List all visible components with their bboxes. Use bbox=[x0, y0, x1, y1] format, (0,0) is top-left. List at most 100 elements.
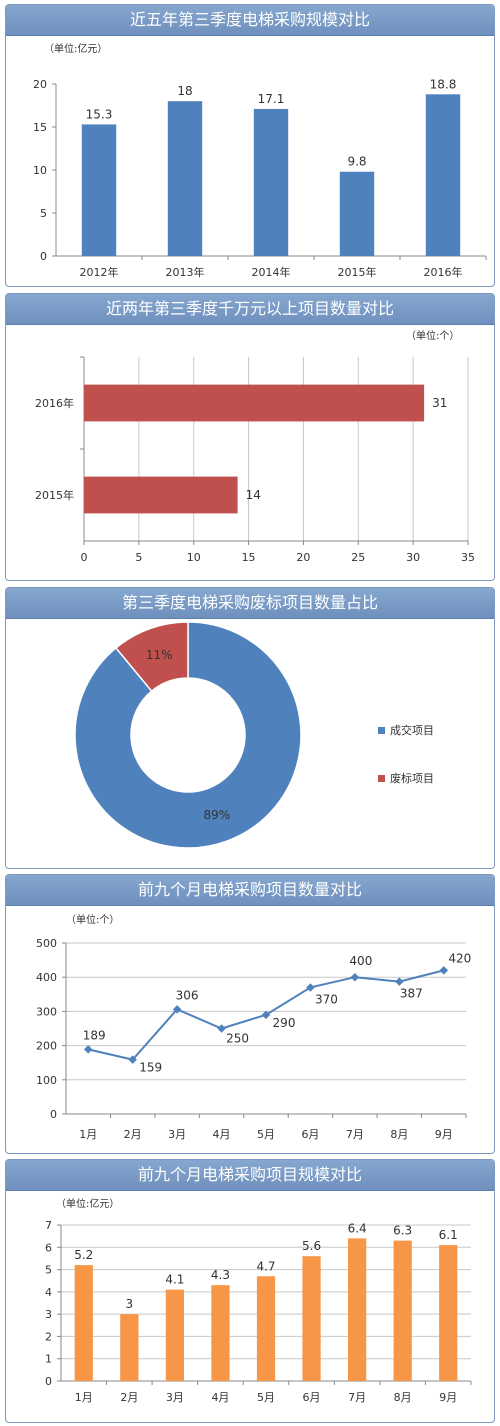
y-tick-label: 100 bbox=[36, 1074, 57, 1087]
chart-panel-monthly-count: 前九个月电梯采购项目数量对比 （单位:个） 0 100 200 300 400 500 189… bbox=[5, 874, 495, 1154]
data-label: 250 bbox=[226, 1032, 249, 1046]
data-label: 5.2 bbox=[74, 1248, 93, 1262]
data-point bbox=[217, 1024, 226, 1033]
y-tick-label: 10 bbox=[33, 164, 47, 177]
bar-chart-monthly-scale: （单位:亿元） 0 1 2 3 4 5 6 7 5.2 1月 3 2月 4.1 3月 4.3 4月 4.7 5月 5.… bbox=[45, 1197, 472, 1404]
x-tick-label: 5月 bbox=[257, 1128, 275, 1141]
data-label: 387 bbox=[400, 987, 423, 1001]
data-label: 3 bbox=[126, 1297, 134, 1311]
data-label: 18.8 bbox=[430, 77, 457, 91]
chart-panel-failed-ratio: 第三季度电梯采购废标项目数量占比 89% 11% 成交项目 废标项目 bbox=[5, 587, 495, 869]
y-tick-label: 6 bbox=[45, 1241, 52, 1254]
bar bbox=[120, 1314, 139, 1381]
y-tick-label: 0 bbox=[40, 250, 47, 263]
y-tick-label: 5 bbox=[45, 1264, 52, 1277]
data-point bbox=[306, 983, 315, 992]
data-label: 14 bbox=[246, 488, 261, 502]
x-tick-label: 3月 bbox=[168, 1128, 186, 1141]
data-point bbox=[439, 966, 449, 975]
x-tick-label: 5月 bbox=[257, 1391, 275, 1404]
data-point bbox=[350, 972, 360, 982]
x-tick-label: 6月 bbox=[303, 1391, 321, 1404]
x-tick-label: 30 bbox=[406, 551, 420, 564]
bar bbox=[165, 1289, 184, 1381]
data-label: 4.3 bbox=[211, 1268, 230, 1282]
data-label: 17.1 bbox=[258, 92, 285, 106]
bar bbox=[439, 1245, 458, 1381]
y-tick-label: 200 bbox=[36, 1040, 57, 1053]
data-label: 6.3 bbox=[393, 1224, 412, 1238]
unit-label: （单位:亿元） bbox=[44, 42, 107, 55]
data-label: 420 bbox=[448, 951, 471, 965]
x-tick-label: 3月 bbox=[166, 1391, 184, 1404]
y-tick-label: 5 bbox=[40, 207, 47, 220]
data-label: 31 bbox=[432, 396, 447, 410]
x-tick-label: 5 bbox=[135, 551, 142, 564]
data-label: 9.8 bbox=[347, 155, 366, 169]
x-tick-label: 2014年 bbox=[252, 265, 291, 279]
line-chart-monthly-count: （单位:个） 0 100 200 300 400 500 189 1月 159 2月 306 3月 250… bbox=[36, 913, 471, 1141]
y-tick-label: 400 bbox=[36, 971, 57, 984]
bar bbox=[211, 1285, 230, 1381]
bar bbox=[81, 124, 117, 256]
x-tick-label: 8月 bbox=[390, 1128, 408, 1141]
chart-title: 前九个月电梯采购项目数量对比 bbox=[6, 875, 494, 906]
x-tick-label: 2012年 bbox=[80, 265, 119, 279]
x-tick-label: 1月 bbox=[79, 1128, 97, 1141]
chart-title: 近两年第三季度千万元以上项目数量对比 bbox=[6, 294, 494, 325]
x-tick-label: 0 bbox=[81, 551, 88, 564]
slice-label: 89% bbox=[203, 808, 230, 822]
chart-panel-annual-scale: 近五年第三季度电梯采购规模对比 （单位:亿元） 0 5 10 15 20 15.3 2012年… bbox=[5, 4, 495, 287]
y-tick-label: 15 bbox=[33, 121, 47, 134]
slice-label: 11% bbox=[146, 648, 173, 662]
bar bbox=[348, 1238, 367, 1381]
x-tick-label: 9月 bbox=[435, 1128, 453, 1141]
data-label: 189 bbox=[83, 1028, 106, 1042]
pie-slice bbox=[74, 621, 302, 849]
pie-slice bbox=[114, 621, 189, 693]
x-tick-label: 2015年 bbox=[338, 265, 377, 279]
y-tick-label: 2 bbox=[45, 1330, 52, 1343]
x-tick-label: 4月 bbox=[213, 1128, 231, 1141]
y-tick-label: 1 bbox=[45, 1353, 52, 1366]
y-tick-label: 7 bbox=[45, 1219, 52, 1232]
bar bbox=[74, 1265, 93, 1381]
data-label: 159 bbox=[139, 1061, 162, 1075]
chart-title: 第三季度电梯采购废标项目数量占比 bbox=[6, 588, 494, 619]
bar bbox=[256, 1276, 276, 1381]
x-tick-label: 2月 bbox=[124, 1128, 142, 1141]
legend-swatch bbox=[378, 727, 385, 734]
x-tick-label: 35 bbox=[461, 551, 475, 564]
data-label: 4.7 bbox=[256, 1259, 275, 1273]
chart-title: 前九个月电梯采购项目规模对比 bbox=[6, 1160, 494, 1191]
y-tick-label: 500 bbox=[36, 937, 57, 950]
x-tick-label: 2013年 bbox=[166, 265, 205, 279]
data-point bbox=[395, 977, 404, 986]
x-tick-label: 7月 bbox=[348, 1391, 366, 1404]
x-tick-label: 6月 bbox=[301, 1128, 319, 1141]
y-tick-label: 0 bbox=[50, 1108, 57, 1121]
x-tick-label: 1月 bbox=[75, 1391, 93, 1404]
data-label: 18 bbox=[177, 84, 192, 98]
data-point bbox=[83, 1045, 93, 1054]
unit-label: （单位:个） bbox=[406, 329, 459, 342]
chart-title: 近五年第三季度电梯采购规模对比 bbox=[6, 5, 494, 36]
data-point bbox=[128, 1055, 137, 1064]
data-label: 6.4 bbox=[348, 1221, 367, 1235]
y-tick-label: 0 bbox=[45, 1375, 52, 1388]
data-label: 290 bbox=[273, 1016, 296, 1030]
x-tick-label: 10 bbox=[187, 551, 201, 564]
bar bbox=[84, 384, 425, 422]
unit-label: （单位:亿元） bbox=[56, 1197, 119, 1210]
data-label: 370 bbox=[315, 992, 338, 1006]
data-label: 4.1 bbox=[165, 1273, 184, 1287]
y-tick-label: 2016年 bbox=[35, 396, 74, 410]
y-tick-label: 4 bbox=[45, 1286, 52, 1299]
data-label: 400 bbox=[349, 954, 372, 968]
y-tick-label: 20 bbox=[33, 78, 47, 91]
data-label: 5.6 bbox=[302, 1239, 321, 1253]
y-tick-label: 3 bbox=[45, 1308, 52, 1321]
bar bbox=[302, 1256, 321, 1381]
bar bbox=[167, 101, 203, 256]
